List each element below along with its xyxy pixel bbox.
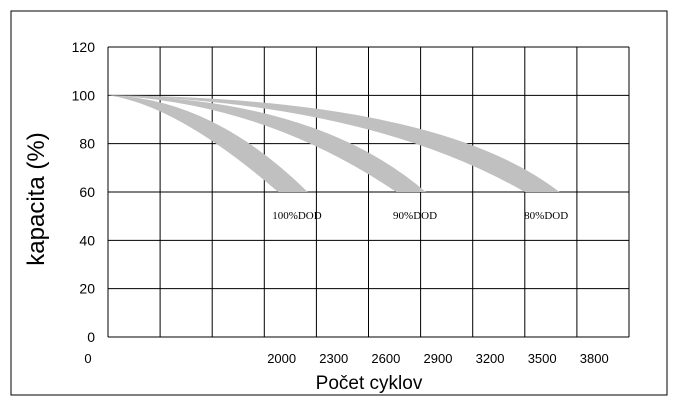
series-label-1: 100%DOD	[272, 210, 322, 222]
series-labels: 100%DOD 90%DOD 80%DOD	[272, 210, 568, 222]
series-bands	[108, 95, 560, 192]
series-label-2: 90%DOD	[393, 210, 437, 222]
x-tick-label: 2000	[267, 351, 296, 366]
tick-labels: 0 20 40 60 80 100 120 0 2000 2300 2600 2900 3200 3500…	[72, 39, 609, 366]
x-tick-label: 3500	[528, 351, 557, 366]
y-tick-label: 40	[79, 232, 95, 248]
series-band-2	[108, 95, 426, 192]
x-tick-label: 3800	[580, 351, 609, 366]
y-tick-label: 80	[79, 136, 95, 152]
y-tick-label: 0	[87, 329, 95, 345]
y-tick-label: 20	[79, 281, 95, 297]
frame-border	[10, 10, 668, 396]
x-tick-label: 3200	[476, 351, 505, 366]
series-label-3: 80%DOD	[524, 210, 568, 222]
x-tick-label: 2600	[371, 351, 400, 366]
x-axis-label: Počet cyklov	[316, 373, 423, 394]
series-band-3	[108, 95, 560, 192]
y-tick-label: 60	[79, 184, 95, 200]
y-tick-label: 120	[72, 39, 96, 55]
y-axis-label: kapacita (%)	[23, 132, 50, 265]
x-tick-label: 0	[84, 351, 91, 366]
y-tick-label: 100	[72, 87, 96, 103]
x-tick-label: 2300	[319, 351, 348, 366]
x-tick-label: 2900	[424, 351, 453, 366]
series-band-1	[108, 95, 308, 192]
